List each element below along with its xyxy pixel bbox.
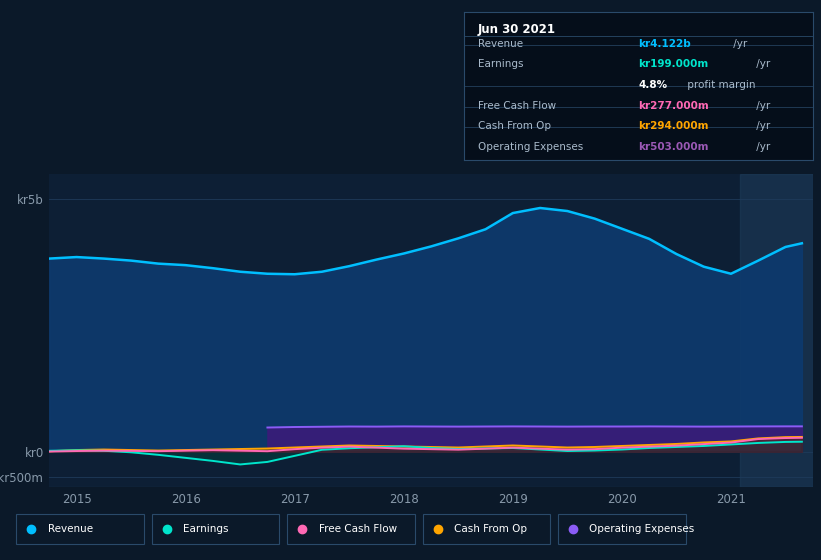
Text: kr294.000m: kr294.000m [639, 122, 709, 131]
Text: kr199.000m: kr199.000m [639, 59, 709, 69]
Text: Free Cash Flow: Free Cash Flow [319, 524, 397, 534]
Text: /yr: /yr [754, 59, 771, 69]
FancyBboxPatch shape [287, 514, 415, 544]
Text: /yr: /yr [754, 142, 771, 152]
Text: kr277.000m: kr277.000m [639, 101, 709, 111]
FancyBboxPatch shape [558, 514, 686, 544]
Text: Earnings: Earnings [478, 59, 523, 69]
Text: kr503.000m: kr503.000m [639, 142, 709, 152]
Text: Revenue: Revenue [48, 524, 93, 534]
Text: /yr: /yr [731, 39, 748, 49]
Text: Operating Expenses: Operating Expenses [589, 524, 695, 534]
Text: kr4.122b: kr4.122b [639, 39, 691, 49]
Bar [740, 174, 813, 487]
Text: /yr: /yr [754, 101, 771, 111]
Text: Earnings: Earnings [183, 524, 228, 534]
FancyBboxPatch shape [152, 514, 279, 544]
Text: 4.8%: 4.8% [639, 80, 667, 90]
Text: Operating Expenses: Operating Expenses [478, 142, 583, 152]
FancyBboxPatch shape [423, 514, 550, 544]
Text: Cash From Op: Cash From Op [478, 122, 551, 131]
Text: Revenue: Revenue [478, 39, 523, 49]
Text: Free Cash Flow: Free Cash Flow [478, 101, 556, 111]
Text: /yr: /yr [754, 122, 771, 131]
Text: Cash From Op: Cash From Op [454, 524, 527, 534]
Text: Jun 30 2021: Jun 30 2021 [478, 22, 556, 36]
Text: profit margin: profit margin [685, 80, 756, 90]
FancyBboxPatch shape [16, 514, 144, 544]
